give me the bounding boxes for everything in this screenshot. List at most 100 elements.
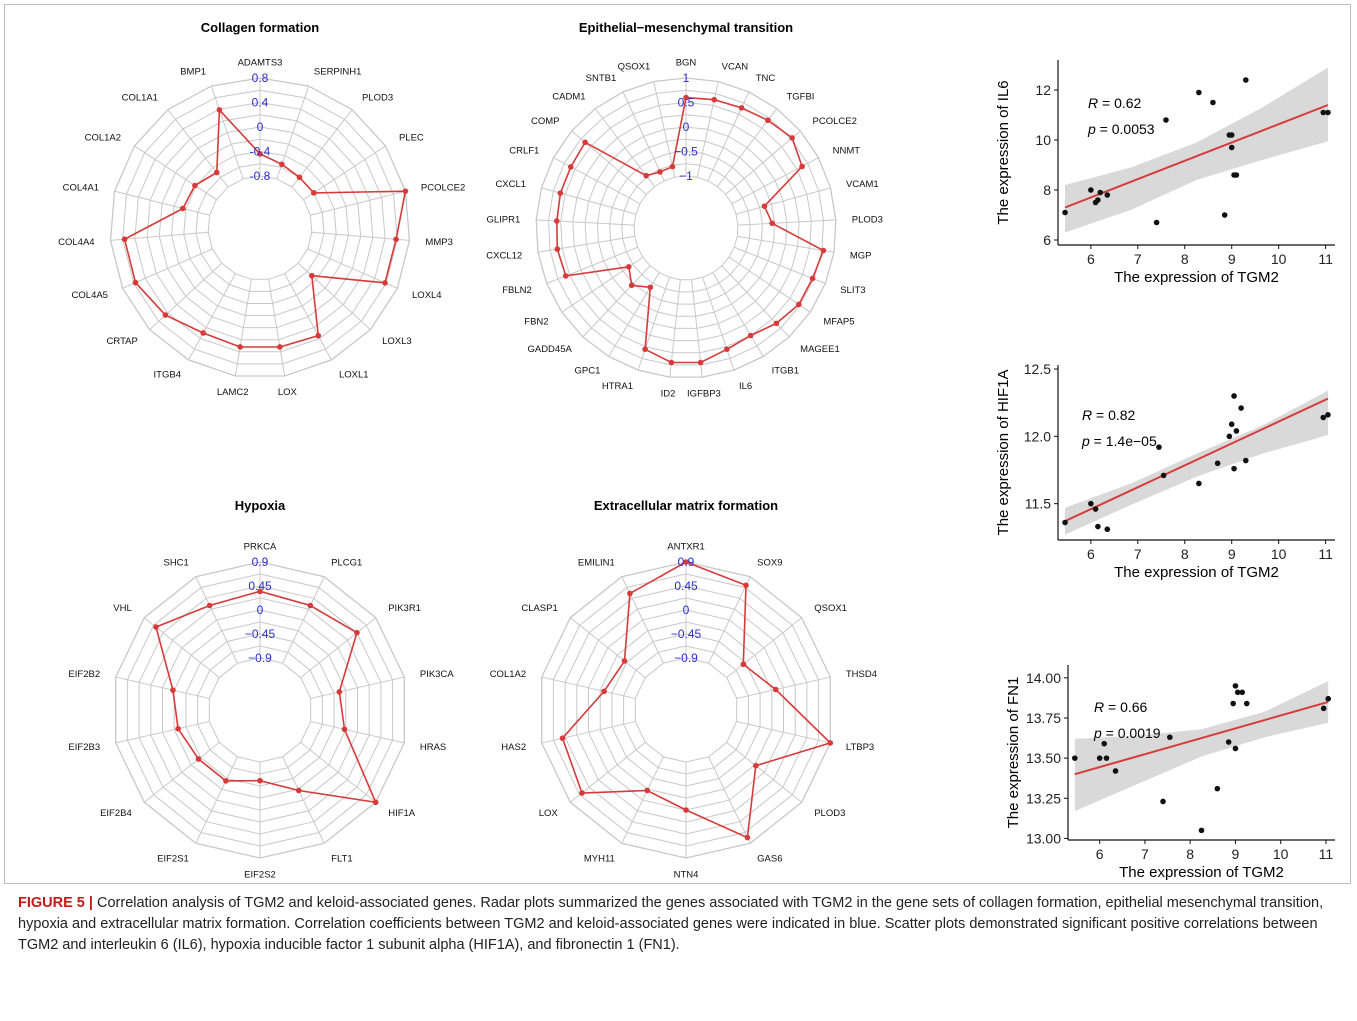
scatter-point [1196, 480, 1202, 487]
scatter-point [1238, 405, 1244, 411]
radar-spoke [721, 265, 790, 338]
radar-tick-label: 0 [257, 603, 264, 617]
radar-spoke [282, 756, 325, 844]
y-tick-label: 12 [1035, 82, 1051, 98]
radar-gene-label: EIF2S1 [157, 853, 189, 864]
scatter-point [1243, 700, 1250, 707]
scatter-point [1104, 526, 1111, 533]
scatter-point [1071, 755, 1078, 761]
radar-data-point [647, 284, 654, 291]
scatter-point [1234, 689, 1241, 696]
radar-spoke [712, 272, 764, 357]
scatter-point [1325, 412, 1331, 418]
radar-gene-label: COL1A2 [85, 133, 121, 144]
radar-grid-ring [633, 175, 739, 281]
x-tick-label: 6 [1096, 846, 1104, 862]
radar-spoke [553, 157, 641, 205]
radar-spoke [621, 756, 664, 844]
x-tick-label: 11 [1318, 546, 1333, 562]
scatter-point [1230, 700, 1236, 707]
radar-grid-ring [195, 163, 325, 292]
p-symbol: p [1081, 433, 1090, 449]
radar-data-point [625, 264, 632, 270]
radar-gene-label: LOX [278, 387, 298, 398]
radar-gene-label: IL6 [739, 381, 752, 392]
radar-data-point [170, 687, 176, 693]
radar-data-point [341, 726, 348, 733]
radar-tick-label: -0.8 [250, 169, 271, 183]
x-tick-label: 10 [1271, 251, 1287, 267]
radar-data-point [773, 320, 780, 327]
radar-data-point [769, 220, 775, 227]
radar-data-point [310, 190, 317, 196]
radar-data-point [809, 275, 816, 282]
radar-gene-label: ANTXR1 [667, 542, 704, 553]
radar-grid-ring [584, 126, 788, 329]
radar-gene-label: HRAS [420, 742, 446, 753]
radar-gene-label: MYH11 [584, 853, 615, 864]
radar-gene-label: CXCL12 [486, 250, 522, 261]
radar-grid-ring [560, 101, 812, 354]
radar-tick-label: 0.9 [252, 555, 269, 569]
radar-spoke [284, 273, 332, 361]
scatter-point [1232, 683, 1239, 689]
radar-gene-label: PLOD3 [852, 215, 883, 226]
radar-data-point [223, 778, 229, 784]
radar-spoke [737, 235, 835, 253]
confidence-band [1065, 67, 1328, 233]
radar-title: Extracellular matrix formation [594, 498, 778, 513]
y-tick-label: 13.00 [1026, 830, 1061, 846]
radar-data-point [753, 762, 759, 769]
radar-gene-label: TNC [756, 73, 776, 84]
scatter-point [1320, 705, 1327, 712]
radar-grid-ring [146, 114, 374, 341]
y-tick-label: 8 [1043, 182, 1051, 198]
radar-grid-ring [109, 77, 411, 377]
radar-data-point [643, 172, 650, 179]
x-axis-title: The expression of TGM2 [1119, 864, 1284, 881]
radar-data-point [765, 117, 771, 124]
radar-data-point [697, 359, 704, 366]
radar-spoke [537, 235, 635, 253]
radar-grid-ring [547, 89, 825, 366]
radar-gene-label: EIF2B4 [100, 808, 132, 819]
radar-spoke [311, 231, 410, 241]
scatter-point [1242, 457, 1249, 464]
radar-data-point [711, 96, 718, 103]
radar-gene-label: PIK3R1 [388, 603, 421, 614]
caption-label: FIGURE 5 | [18, 895, 93, 911]
radar-gene-label: SNTB1 [586, 73, 617, 84]
radar-gene-label: COL1A2 [490, 669, 526, 680]
scatter-point [1095, 197, 1101, 203]
x-tick-label: 8 [1181, 251, 1189, 267]
radar-gene-label: HTRA1 [602, 381, 633, 392]
figure-caption: FIGURE 5 | Correlation analysis of TGM2 … [18, 893, 1340, 956]
radar-data-point [279, 161, 285, 168]
radar-gene-label: VHL [113, 603, 131, 614]
radar-spoke [115, 676, 210, 699]
radar-data-point [295, 787, 302, 794]
radar-tick-label: 0.5 [678, 96, 695, 110]
p-value-text: p = 0.0053 [1087, 121, 1155, 137]
regression-line [1074, 700, 1329, 776]
radar-tick-label: 0 [257, 120, 264, 134]
radar-tick-label: 1 [683, 71, 690, 85]
radar-data-point [562, 273, 569, 279]
radar-spoke [736, 676, 831, 699]
scatter-point [1232, 745, 1239, 752]
x-axis-title: The expression of TGM2 [1114, 564, 1279, 581]
radar-gene-label: PLOD3 [362, 93, 393, 104]
scatter-point [1196, 89, 1202, 96]
r-value: = 0.66 [1104, 699, 1147, 715]
radar-data-point [121, 236, 128, 243]
y-axis-title: The expression of HIF1A [995, 370, 1012, 536]
radar-gene-label: ADAMTS3 [238, 58, 283, 69]
scatter-point [1062, 519, 1068, 526]
radar-gene-label: THSD4 [846, 669, 877, 680]
radar-gene-label: ITGB1 [772, 366, 799, 377]
radar-gene-label: SLIT3 [840, 285, 865, 296]
radar-data-point [553, 218, 560, 224]
radar-data-point [402, 188, 409, 194]
